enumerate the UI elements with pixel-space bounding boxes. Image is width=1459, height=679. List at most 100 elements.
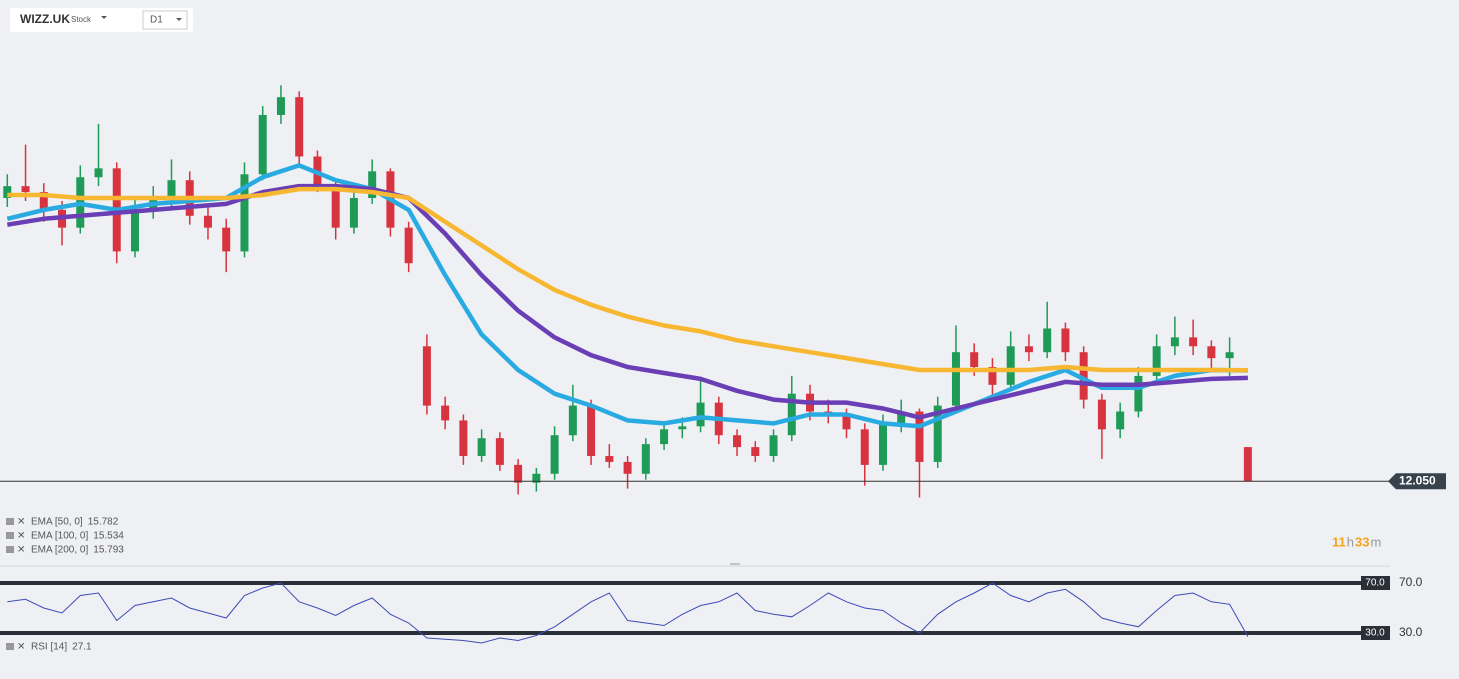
legend-name: EMA [50, 0] [31,517,83,528]
legend-close[interactable]: ✕ [17,642,25,653]
candle-body [240,174,249,252]
rsi-level-box-label: 70.0 [1365,578,1385,589]
candle-body [295,97,304,157]
candle-body [1061,328,1070,353]
candle-body [878,423,887,465]
timer-part: m [1370,534,1381,549]
candle-body [988,367,997,385]
candle-body [94,168,103,178]
candle-body [1207,346,1216,359]
candle-body [3,186,12,199]
candle-body [842,414,851,430]
candle-body [641,444,650,474]
legend-icon [6,532,14,539]
candle-body [1170,337,1179,347]
instrument-kind: Stock [71,15,92,24]
candle-body [1189,337,1198,347]
candle-body [787,393,796,436]
legend-icon [6,643,14,650]
y-tick-label: 70.0 [1399,575,1423,589]
candle-body [769,435,778,456]
candle-body [660,429,669,445]
candle-body [1097,399,1106,430]
rsi-level-box [1361,626,1390,640]
candle-body [532,473,541,483]
rsi-level-box [1361,576,1390,590]
legend-name: EMA [200, 0] [31,545,88,556]
ema-line [6,183,1248,420]
candle-body [477,438,486,456]
candle-body [276,97,285,115]
candle-body [1006,346,1015,385]
candle-body [587,405,596,456]
legend-value: 15.534 [93,531,124,542]
candle-body [733,435,742,448]
rsi-line [7,582,1249,644]
candle-body [1116,411,1125,430]
legend-icon [6,546,14,553]
candle-body [623,461,632,474]
interval-box[interactable] [142,10,188,30]
candle-body [605,455,614,462]
candle-body [897,411,906,424]
candle-body [1243,447,1252,482]
candle-body [167,180,176,199]
ema-line [7,186,1248,373]
legend-value: 27.1 [72,642,92,653]
candle-body [568,405,577,436]
candle-body [970,352,979,368]
candle-body [550,435,559,474]
candle-body [203,215,212,228]
timer-part: h [1347,534,1354,549]
candle-body [331,186,340,228]
candle-body [933,405,942,462]
candle-body [1024,346,1033,353]
candle-body [459,420,468,456]
legend-value: 15.782 [88,517,119,528]
candle-body [951,352,960,406]
legend-close[interactable]: ✕ [17,545,25,556]
timer-part: 11 [1332,534,1346,549]
labels: ✕ EMA [50, 0] 15.782 ✕ EMA [100, 0] 15.534 ✕ EM… [6,473,1446,653]
candle-body [39,192,48,210]
candle-body [1152,346,1161,376]
legend-close[interactable]: ✕ [17,517,25,528]
candle-body [915,411,924,462]
candle-body [514,464,523,483]
candle-body [349,198,358,228]
candle-body [1079,352,1088,400]
candle-body [1225,352,1234,359]
legend-value: 15.793 [93,545,124,556]
candle-body [222,227,231,252]
dropdown-arrow[interactable] [101,16,107,19]
candle-body [696,402,705,427]
legend-close[interactable]: ✕ [17,531,25,542]
candle-body [422,346,431,406]
candle-body [751,447,760,456]
candle-body [258,114,267,175]
rsi-level-box-label: 30.0 [1365,628,1385,639]
candle-body [404,227,413,264]
candle-body [1043,328,1052,353]
candle-body [1134,375,1143,412]
y-tick-label: 30.0 [1399,625,1423,639]
last-price-box [1388,473,1446,490]
symbol: WIZZ.UK [20,12,70,26]
interval: D1 [150,15,163,26]
candle-body [495,438,504,465]
last-price-label: 12.050 [1399,473,1436,487]
interval-arrow[interactable] [176,18,182,21]
candle-body [368,171,377,199]
candle-body [678,426,687,430]
legend-icon [6,518,14,525]
candle-body [860,429,869,465]
legend-name: RSI [14] [31,642,67,653]
marks [0,85,1390,644]
legend-name: EMA [100, 0] [31,531,88,542]
candle-body [131,209,140,252]
candle-body [441,405,450,421]
timer-part: 33 [1355,534,1369,549]
candle-body [21,186,30,193]
